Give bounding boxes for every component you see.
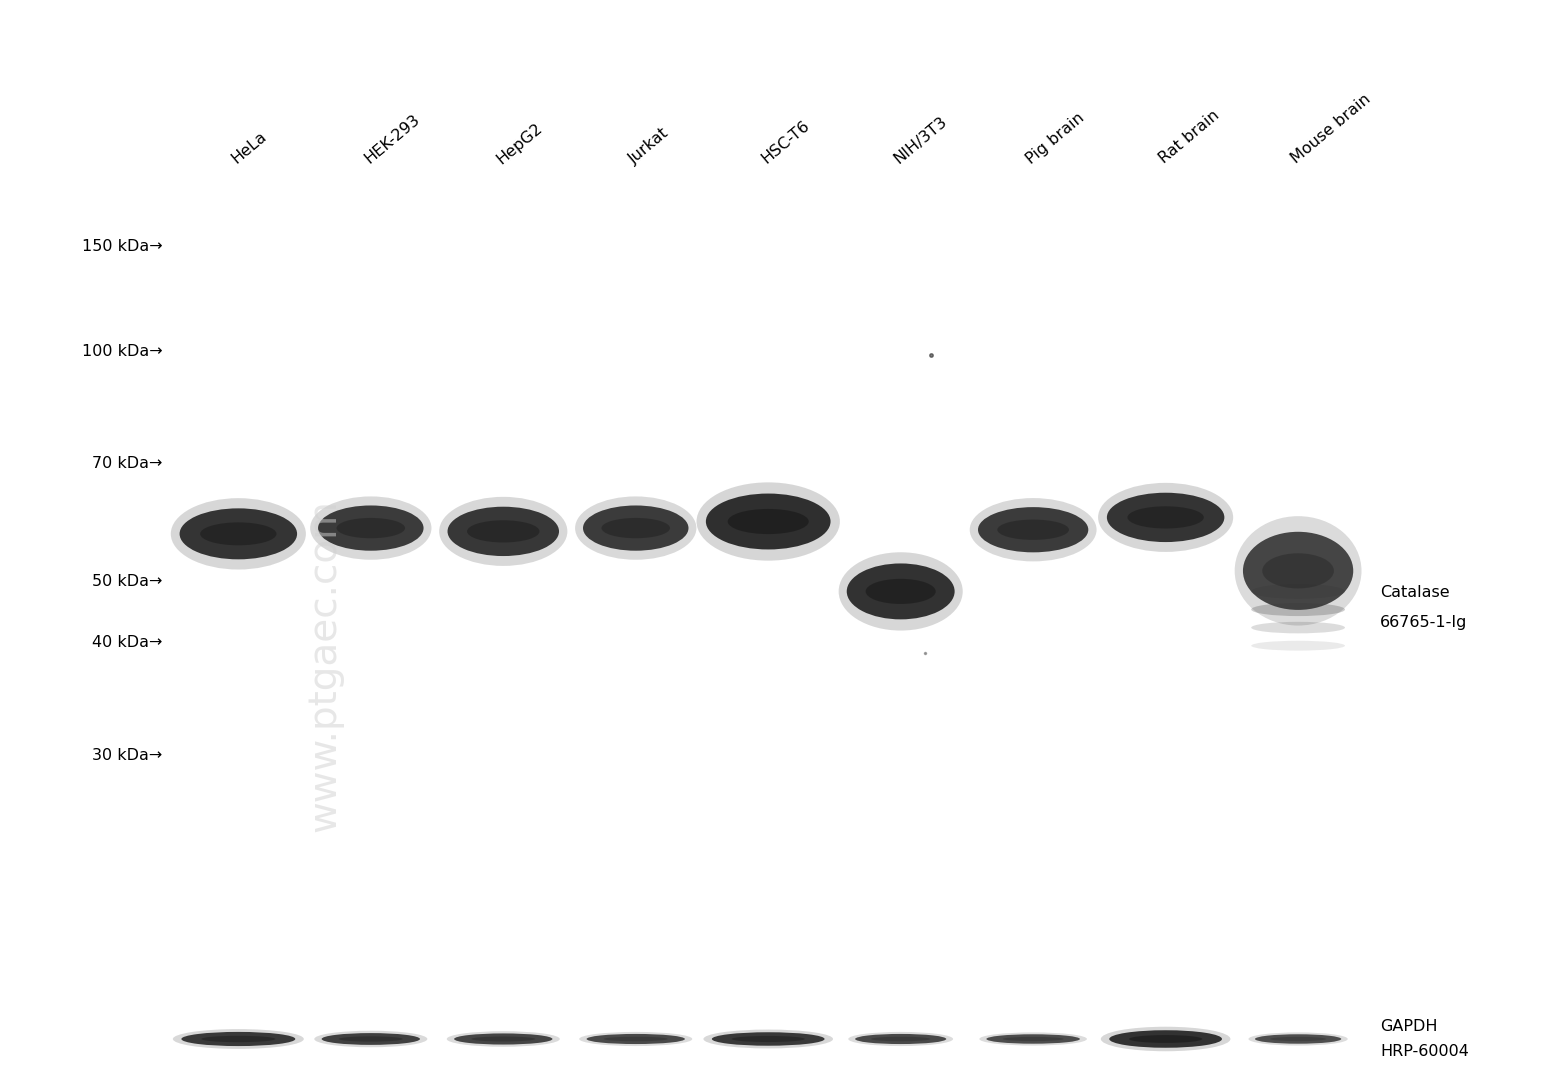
Ellipse shape (455, 1033, 552, 1045)
Ellipse shape (1252, 641, 1346, 650)
Ellipse shape (317, 505, 424, 550)
Ellipse shape (467, 520, 539, 543)
Ellipse shape (1243, 532, 1354, 610)
Text: Catalase: Catalase (1380, 585, 1450, 600)
Ellipse shape (839, 553, 963, 631)
Text: Pig brain: Pig brain (1024, 110, 1088, 167)
Ellipse shape (980, 1032, 1086, 1046)
Ellipse shape (703, 1030, 833, 1048)
Text: HeLa: HeLa (228, 129, 269, 167)
Ellipse shape (1110, 1030, 1222, 1048)
Ellipse shape (1099, 483, 1233, 551)
Ellipse shape (697, 483, 839, 561)
Ellipse shape (871, 1036, 930, 1042)
Ellipse shape (575, 497, 697, 560)
Ellipse shape (997, 519, 1069, 540)
Ellipse shape (472, 1036, 535, 1042)
Ellipse shape (1249, 1032, 1347, 1046)
Text: 150 kDa→: 150 kDa→ (81, 239, 163, 254)
Ellipse shape (200, 522, 277, 545)
Text: Mouse brain: Mouse brain (1288, 91, 1374, 167)
Text: HEK-293: HEK-293 (361, 112, 422, 167)
Text: Jurkat: Jurkat (627, 125, 672, 167)
Ellipse shape (602, 518, 671, 539)
Text: GAPDH: GAPDH (1380, 1019, 1438, 1033)
Ellipse shape (1235, 516, 1361, 626)
Ellipse shape (1271, 1037, 1325, 1041)
Text: HSC-T6: HSC-T6 (758, 118, 813, 167)
Ellipse shape (439, 497, 567, 565)
Text: 70 kDa→: 70 kDa→ (92, 457, 163, 472)
Ellipse shape (586, 1034, 685, 1044)
Text: 100 kDa→: 100 kDa→ (81, 344, 163, 359)
Ellipse shape (866, 578, 936, 604)
Ellipse shape (1003, 1037, 1063, 1041)
Ellipse shape (202, 1036, 275, 1042)
Ellipse shape (336, 518, 405, 539)
Ellipse shape (322, 1033, 420, 1045)
Ellipse shape (180, 508, 297, 559)
Ellipse shape (1127, 506, 1204, 529)
Ellipse shape (978, 507, 1088, 553)
Text: 40 kDa→: 40 kDa→ (92, 635, 163, 650)
Ellipse shape (1252, 603, 1346, 616)
Ellipse shape (181, 1032, 295, 1046)
Ellipse shape (849, 1032, 953, 1046)
Ellipse shape (969, 498, 1097, 561)
Ellipse shape (339, 1036, 403, 1042)
Ellipse shape (847, 563, 955, 619)
Ellipse shape (1252, 621, 1346, 633)
Ellipse shape (1252, 584, 1346, 599)
Ellipse shape (731, 1036, 805, 1042)
Text: NIH/3T3: NIH/3T3 (891, 114, 950, 167)
Text: 50 kDa→: 50 kDa→ (92, 574, 163, 589)
Ellipse shape (728, 508, 808, 534)
Ellipse shape (447, 1031, 560, 1047)
Text: 66765-1-Ig: 66765-1-Ig (1380, 615, 1468, 630)
Ellipse shape (1107, 492, 1224, 542)
Ellipse shape (1255, 1034, 1341, 1044)
Ellipse shape (986, 1034, 1080, 1044)
Ellipse shape (314, 1031, 427, 1047)
Ellipse shape (583, 505, 688, 550)
Ellipse shape (1128, 1035, 1202, 1043)
Ellipse shape (711, 1032, 825, 1046)
Ellipse shape (1263, 554, 1333, 588)
Text: HepG2: HepG2 (494, 120, 545, 167)
Text: www.ptgaec.com: www.ptgaec.com (306, 499, 344, 832)
Ellipse shape (603, 1036, 667, 1042)
Ellipse shape (580, 1032, 692, 1046)
Text: Rat brain: Rat brain (1157, 108, 1222, 167)
Ellipse shape (170, 498, 306, 570)
Text: HRP-60004: HRP-60004 (1380, 1045, 1469, 1059)
Text: 30 kDa→: 30 kDa→ (92, 748, 163, 763)
Ellipse shape (173, 1029, 303, 1049)
Ellipse shape (706, 493, 830, 549)
Ellipse shape (309, 497, 431, 560)
Ellipse shape (855, 1034, 946, 1044)
Ellipse shape (447, 506, 560, 556)
Ellipse shape (1100, 1027, 1230, 1051)
